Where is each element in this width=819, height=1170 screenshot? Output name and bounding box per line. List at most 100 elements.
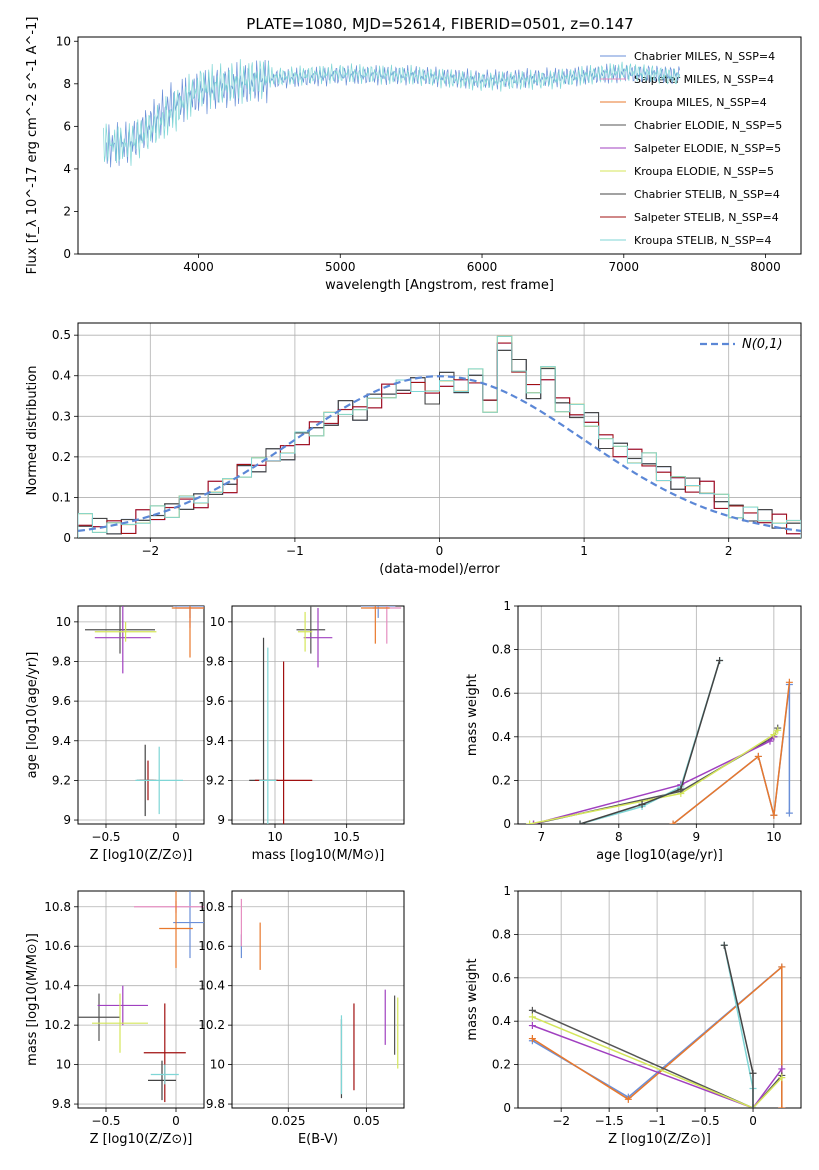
weight-marker [669,820,677,824]
x-axis-label: Z [log10(Z/Z⊙)] [90,848,193,863]
x-tick-label: −0.5 [91,830,120,844]
y-tick-label: 9.8 [206,1097,225,1111]
legend-entry: Chabrier MILES, N_SSP=4 [634,50,775,63]
reference-legend-label: N(0,1) [742,337,783,352]
plot-frame [77,890,205,1109]
y-tick-label: 10.8 [198,900,225,914]
y-axis-label: mass weight [465,958,480,1040]
x-tick-label: 0 [172,830,180,844]
y-tick-label: 0 [63,531,71,545]
x-tick-label: −1.5 [595,1114,624,1128]
legend-entry: Kroupa MILES, N_SSP=4 [634,96,767,109]
y-tick-label: 10.2 [44,1018,71,1032]
y-tick-label: 4 [63,162,71,176]
y-tick-label: 9.4 [52,734,71,748]
weight-marker [785,809,793,817]
weight-marker [624,1095,632,1103]
weight-marker [778,1074,786,1082]
y-tick-label: 10.6 [198,939,225,953]
x-tick-label: 0.025 [271,1114,305,1128]
weight-marker [528,1022,536,1030]
weight-line [531,965,783,1108]
x-tick-label: 10 [766,830,781,844]
x-tick-label: 4000 [183,260,214,274]
x-tick-label: 7 [537,830,545,844]
y-tick-label: 10.2 [198,1018,225,1032]
y-tick-label: 8 [63,77,71,91]
weight-marker [778,1065,786,1073]
y-tick-label: 0.4 [492,730,511,744]
spectrum-line [106,59,681,168]
x-tick-label: −1 [286,544,304,558]
x-tick-label: −0.5 [91,1114,120,1128]
panel-mass-vs-z: −0.5 0 9.8 10 10.2 10.4 10.6 10.8 Z [log10(Z/Z⊙)… [25,890,205,1147]
plot-area [240,898,399,1099]
x-tick-label: 10.5 [333,830,360,844]
x-tick-label: 2 [725,544,733,558]
panel-spectrum: 4000 5000 6000 7000 8000 0 2 4 6 8 10 wavelength [A… [25,17,802,293]
weight-line [529,729,779,824]
y-tick-label: 0.2 [492,1058,511,1072]
plot-frame [517,605,802,825]
weight-marker [749,1104,757,1108]
x-axis-label: age [log10(age/yr)] [596,848,723,863]
x-tick-label: 0 [749,1114,757,1128]
weight-marker [638,800,646,808]
spectrum-line [103,59,681,166]
weight-marker [528,1013,536,1021]
legend: Chabrier MILES, N_SSP=4 Salpeter MILES, … [634,50,782,247]
histogram-series [78,335,801,538]
y-tick-label: 0.5 [52,328,71,342]
x-tick-label: 0 [172,1114,180,1128]
y-tick-label: 9.2 [206,773,225,787]
weight-marker [528,1035,536,1043]
y-tick-label: 0.8 [492,927,511,941]
weight-marker [716,657,724,664]
plot-frame [77,36,802,255]
x-tick-label: 8 [615,830,623,844]
plot-area [78,335,801,538]
y-tick-label: 0.8 [492,643,511,657]
weight-marker [766,737,774,745]
legend-entry: Salpeter STELIB, N_SSP=4 [634,211,779,224]
plot-area [249,606,402,824]
weight-line [723,945,754,1108]
x-tick-label: 1 [580,544,588,558]
plot-frame [77,605,205,825]
x-axis-label: wavelength [Angstrom, rest frame] [325,278,554,293]
weight-marker [749,1069,757,1077]
y-tick-label: 10 [56,615,71,629]
weight-line [579,660,721,824]
plot-frame [231,890,405,1109]
weight-line [532,1024,783,1108]
weight-marker [785,678,793,686]
y-tick-label: 6 [63,119,71,133]
weight-marker [720,941,728,949]
y-tick-label: 9.8 [52,654,71,668]
y-tick-label: 10.4 [44,979,71,993]
x-tick-label: 9 [693,830,701,844]
x-tick-label: −1 [648,1114,666,1128]
y-tick-label: 2 [63,204,71,218]
x-tick-label: 10 [267,830,282,844]
y-axis-label: age [log10(age/yr)] [25,652,40,779]
normal-distribution-curve [78,375,801,532]
y-tick-label: 0.4 [52,369,71,383]
x-tick-label: 8000 [750,260,781,274]
x-axis-label: E(B-V) [298,1132,338,1147]
x-tick-label: 5000 [325,260,356,274]
weight-marker [526,820,534,824]
legend-entry: Chabrier ELODIE, N_SSP=5 [634,119,782,132]
plot-area [78,891,204,1103]
y-tick-label: 0.2 [492,773,511,787]
y-tick-label: 9 [63,813,71,827]
y-tick-label: 9.4 [206,734,225,748]
plot-area [528,941,786,1108]
plot-area [85,606,204,817]
weight-marker [778,1104,786,1108]
weight-marker [528,1006,536,1014]
plot-area [526,657,793,824]
weight-marker [778,963,786,971]
y-tick-label: 0.6 [492,686,511,700]
